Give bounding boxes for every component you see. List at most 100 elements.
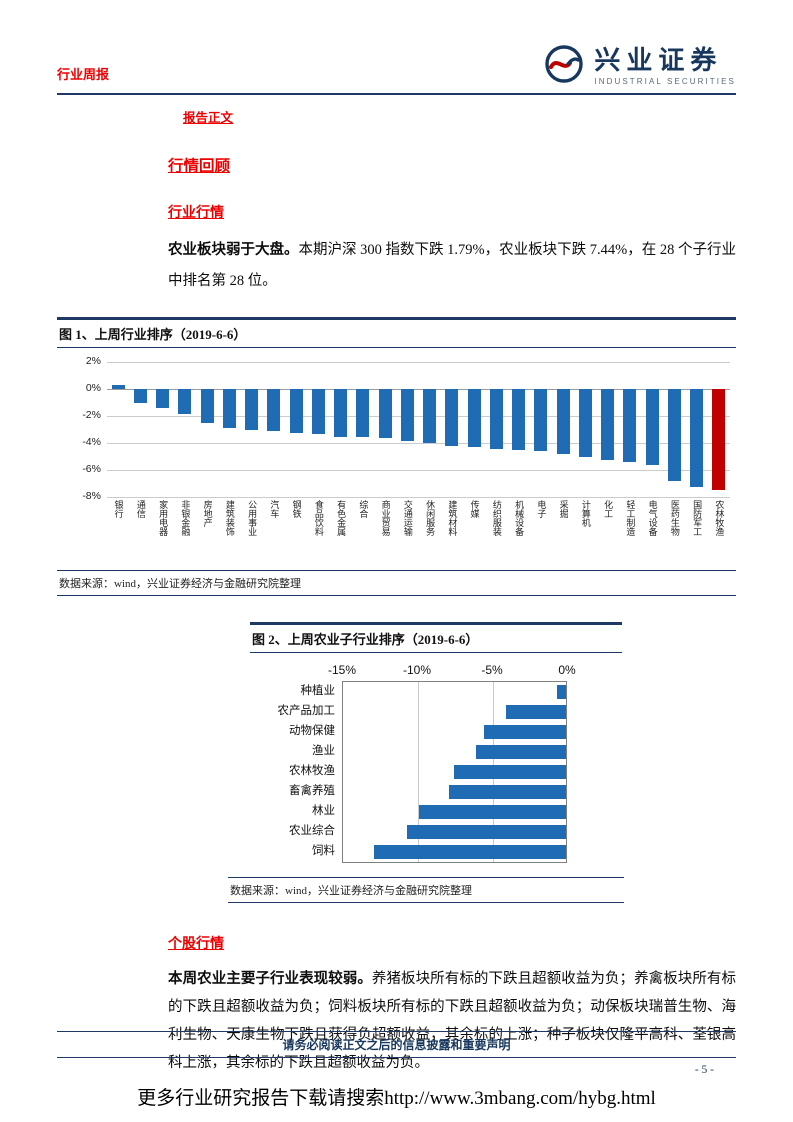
chart1-bar-column — [330, 362, 352, 497]
chart1-x-tick-label: 银行 — [113, 500, 124, 519]
chart1-bar — [623, 389, 637, 463]
chart1-x-label-column: 商业贸易 — [374, 500, 396, 562]
brand-logo-icon — [544, 44, 584, 89]
chart2-bar — [483, 725, 566, 740]
chart1-bar — [400, 389, 414, 441]
chart1-bar-column — [241, 362, 263, 497]
chart1-bar-column — [463, 362, 485, 497]
chart1-x-label-column: 建筑装饰 — [218, 500, 240, 562]
figure-1-plot-area: 2% 0% -2% -4% -6% -8% — [82, 355, 730, 502]
chart1-x-tick-label: 传媒 — [469, 500, 480, 519]
chart1-bar — [489, 389, 503, 449]
chart1-x-tick-label: 化工 — [603, 500, 614, 519]
chart1-x-label-column: 通信 — [129, 500, 151, 562]
chart2-bar — [506, 705, 566, 720]
chart1-y-tick-label: -2% — [82, 409, 101, 422]
chart1-bar — [578, 389, 592, 457]
industry-paragraph: 农业板块弱于大盘。本期沪深 300 指数下跌 1.79%，农业板块下跌 7.44… — [168, 235, 736, 297]
report-body-label: 报告正文 — [183, 111, 234, 125]
figure-1-title: 图 1、上周行业排序（2019-6-6） — [57, 317, 736, 349]
chart1-x-label-column: 银行 — [107, 500, 129, 562]
chart1-x-tick-label: 机械设备 — [514, 500, 525, 537]
figure-2-plot-body: 种植业 农产品加工 动物保健 渔业 农林牧渔 畜禽养殖 林业 农业综合 饲料 — [250, 681, 622, 864]
chart1-bar-column — [552, 362, 574, 497]
header-divider — [57, 93, 736, 95]
chart1-bar-column — [686, 362, 708, 497]
chart1-x-tick-label: 电气设备 — [647, 500, 658, 537]
chart1-x-label-column: 综合 — [352, 500, 374, 562]
chart2-bar-row — [343, 842, 566, 862]
chart1-bar-column — [263, 362, 285, 497]
chart1-bar — [556, 389, 570, 455]
download-note-link[interactable]: 更多行业研究报告下载请搜索http://www.3mbang.com/hybg.… — [137, 1088, 656, 1109]
chart1-y-tick-label: 0% — [85, 382, 101, 395]
chart1-x-tick-label: 汽车 — [269, 500, 280, 519]
chart1-x-label-column: 电气设备 — [641, 500, 663, 562]
chart1-bar — [690, 389, 704, 487]
chart1-x-label-column: 汽车 — [263, 500, 285, 562]
chart1-x-tick-label: 有色金属 — [336, 500, 347, 537]
chart2-bar-row — [343, 682, 566, 702]
chart1-bar — [667, 389, 681, 482]
chart2-bar-row — [343, 782, 566, 802]
chart1-bar — [222, 389, 236, 429]
figure-2: 图 2、上周农业子行业排序（2019-6-6） -15% -10% -5% 0% 种植… — [250, 622, 622, 867]
chart2-bar-row — [343, 702, 566, 722]
chart1-bar — [156, 389, 170, 409]
page-number: - 5 - — [694, 1064, 714, 1076]
chart1-x-tick-label: 采掘 — [558, 500, 569, 519]
chart1-bar-column — [174, 362, 196, 497]
chart1-gridline — [107, 497, 730, 499]
heading-market-review: 行情回顾 — [168, 158, 231, 175]
chart2-category-label: 动物保健 — [289, 725, 335, 738]
chart2-bar — [407, 825, 566, 840]
chart1-x-tick-label: 房地产 — [202, 500, 213, 528]
chart1-bar-column — [374, 362, 396, 497]
chart1-x-tick-label: 国防军工 — [692, 500, 703, 537]
chart1-y-tick-label: -8% — [82, 490, 101, 503]
chart1-x-label-column: 房地产 — [196, 500, 218, 562]
brand-text: 兴业证券 INDUSTRIAL SECURITIES — [594, 46, 736, 86]
heading-stock-market: 个股行情 — [168, 937, 224, 953]
chart1-x-label-column: 采掘 — [552, 500, 574, 562]
chart1-bar — [445, 389, 459, 447]
chart1-x-tick-label: 医药生物 — [669, 500, 680, 537]
chart1-bar — [245, 389, 259, 430]
chart2-category-label: 农业综合 — [289, 825, 335, 838]
chart1-x-label-column: 食品饮料 — [307, 500, 329, 562]
chart1-gridline — [107, 389, 730, 391]
chart1-y-tick-label: -6% — [82, 463, 101, 476]
industry-paragraph-lead: 农业板块弱于大盘。 — [168, 242, 299, 258]
chart1-x-tick-label: 电子 — [536, 500, 547, 519]
chart2-bar-row — [343, 802, 566, 822]
chart2-bar-row — [343, 762, 566, 782]
chart1-gridline — [107, 416, 730, 418]
chart1-bar-column — [396, 362, 418, 497]
chart1-gridline — [107, 362, 730, 364]
chart1-bar-column — [285, 362, 307, 497]
chart1-bar — [178, 389, 192, 414]
page-footer: 请务必阅读正文之后的信息披露和重要声明 - 5 - — [57, 1031, 736, 1076]
chart2-bar — [374, 845, 566, 860]
chart1-x-label-column: 非银金融 — [174, 500, 196, 562]
industry-paragraph-text: 本期沪深 300 指数下跌 1.79%，农业板块下跌 7.44%，在 28 个子… — [168, 242, 737, 290]
chart1-bar-column — [574, 362, 596, 497]
chart2-bar-row — [343, 822, 566, 842]
brand-name: 兴业证券 — [594, 46, 723, 76]
chart1-x-label-column: 农林牧渔 — [708, 500, 730, 562]
chart1-bar-column — [196, 362, 218, 497]
figure-2-category-labels: 种植业 农产品加工 动物保健 渔业 农林牧渔 畜禽养殖 林业 农业综合 饲料 — [250, 681, 342, 863]
chart1-x-tick-label: 家用电器 — [158, 500, 169, 537]
chart2-gridline — [418, 682, 419, 863]
chart1-bar-column — [619, 362, 641, 497]
chart1-x-label-column: 化工 — [597, 500, 619, 562]
chart1-bar — [267, 389, 281, 432]
chart1-bar-column — [152, 362, 174, 497]
figure-2-source: 数据来源：wind，兴业证券经济与金融研究院整理 — [228, 877, 624, 904]
chart1-x-label-column: 医药生物 — [663, 500, 685, 562]
chart1-x-tick-label: 食品饮料 — [313, 500, 324, 537]
chart2-bar — [454, 765, 566, 780]
chart1-bar-column — [508, 362, 530, 497]
chart1-bar-column — [307, 362, 329, 497]
